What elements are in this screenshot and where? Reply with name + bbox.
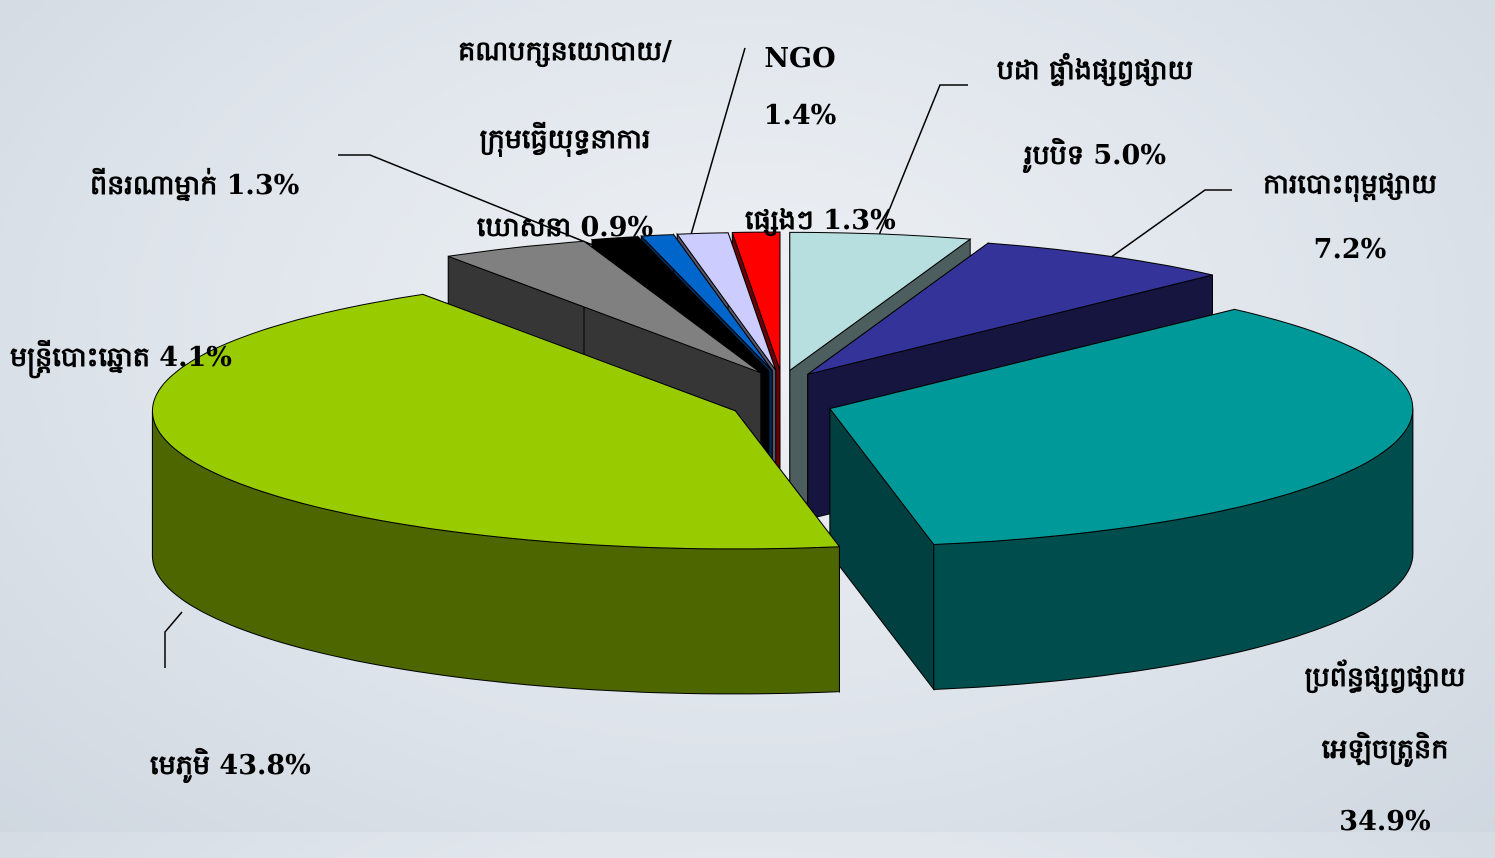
value-label: 4.1% xyxy=(159,342,232,373)
value-label: 1.4% xyxy=(763,100,837,131)
category-label: ការបោះពុម្ពផ្សាយ xyxy=(1263,169,1437,200)
value-label: 7.2% xyxy=(1313,234,1387,265)
category-label: ផ្សេងៗ xyxy=(745,205,814,236)
slice xyxy=(640,234,773,371)
slice xyxy=(829,308,1414,546)
slice-label: បដា ផ្ទាំងផ្សព្វផ្សាយ រូបបិទ 5.0% xyxy=(795,28,1395,198)
slice xyxy=(829,308,1414,691)
value-label: 34.9% xyxy=(1339,806,1431,837)
page: (() => { const data = JSON.parse(documen… xyxy=(0,0,1495,837)
category-label: មេភូមិ xyxy=(150,750,210,781)
leader-line xyxy=(1099,189,1232,266)
category-label: ប្រព័ន្ធផ្សព្វផ្សាយ អេឡិចត្រូនិក xyxy=(1304,662,1466,765)
value-label: 1.3% xyxy=(226,170,300,201)
leader-lines xyxy=(164,47,1232,668)
slice-label: ការបោះពុម្ពផ្សាយ 7.2% xyxy=(1050,152,1495,282)
slice xyxy=(151,293,841,695)
value-label: 5.0% xyxy=(1093,140,1167,171)
slice xyxy=(731,231,781,371)
leader-line xyxy=(874,84,968,246)
slice-label: ពីនរណាម្នាក់ 1.3% xyxy=(90,150,299,222)
category-label: ពីនរណាម្នាក់ xyxy=(90,170,218,201)
category-label: មន្ត្រីបោះឆ្នោត xyxy=(10,342,150,373)
slice-label: ប្រព័ន្ធផ្សព្វផ្សាយ អេឡិចត្រូនិក 34.9% xyxy=(1085,642,1495,858)
slice xyxy=(152,293,841,550)
category-label: NGO xyxy=(764,43,836,74)
slice xyxy=(676,232,777,371)
slice-label: NGO 1.4% xyxy=(500,30,1100,144)
chart xyxy=(151,47,1414,695)
slice-label: មេភូមិ 43.8% xyxy=(150,730,311,802)
value-label: 43.8% xyxy=(219,750,311,781)
slice xyxy=(590,236,770,372)
slice-label: ផ្សេងៗ 1.3% xyxy=(745,185,896,257)
value-label: 0.9% xyxy=(580,212,654,243)
slice xyxy=(448,240,762,374)
leader-line xyxy=(338,154,606,251)
slice xyxy=(789,231,972,372)
leader-line xyxy=(687,47,746,246)
leader-line xyxy=(164,611,183,668)
category-label: គណបក្សនយោបាយ/ ក្រុមធ្វើយុទ្ធនាការ ឃោសនា xyxy=(458,36,672,243)
slice xyxy=(807,242,1213,375)
slice-label: មន្ត្រីបោះឆ្នោត 4.1% xyxy=(10,322,232,394)
slice-label: គណបក្សនយោបាយ/ ក្រុមធ្វើយុទ្ធនាការ ឃោសនា … xyxy=(265,8,865,272)
category-label: បដា ផ្ទាំងផ្សព្វផ្សាយ រូបបិទ xyxy=(996,55,1194,171)
value-label: 1.3% xyxy=(823,205,896,236)
